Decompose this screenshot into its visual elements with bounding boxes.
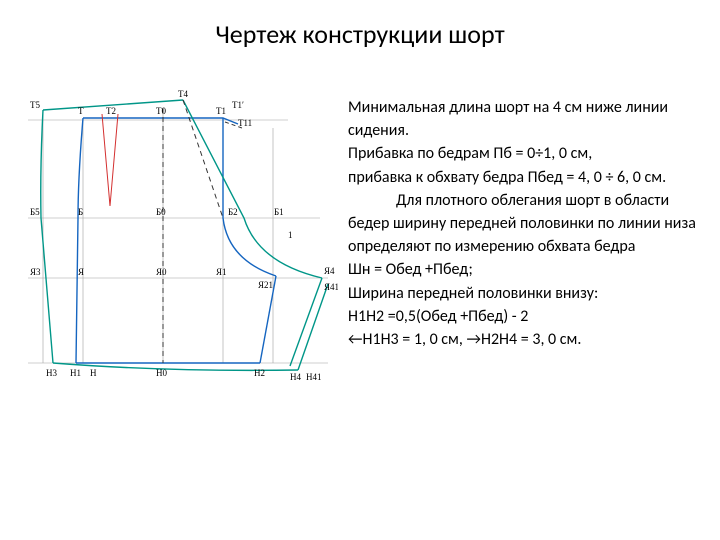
line-6: Ширина передней половинки внизу: [348, 282, 700, 305]
svg-text:Т4: Т4 [178, 89, 188, 99]
description-text: Минимальная длина шорт на 4 см ниже лини… [348, 96, 700, 351]
page-title: Чертеж конструкции шорт [0, 18, 720, 50]
svg-text:Б2: Б2 [228, 207, 238, 217]
svg-text:Я: Я [78, 267, 84, 277]
svg-text:Б: Б [78, 207, 83, 217]
line-1: Минимальная длина шорт на 4 см ниже лини… [348, 96, 700, 142]
svg-text:Т5: Т5 [30, 100, 40, 110]
svg-text:Т: Т [78, 106, 84, 116]
svg-text:Я4: Я4 [324, 266, 335, 276]
svg-text:Б5: Б5 [30, 207, 40, 217]
svg-text:Я41: Я41 [324, 282, 338, 292]
line-5: Шн = Обед +Пбед; [348, 258, 700, 281]
svg-text:Я1: Я1 [216, 267, 227, 277]
line-8: ←Н1Н3 = 1, 0 см, →Н2Н4 = 3, 0 см. [348, 328, 700, 351]
svg-text:Н: Н [90, 368, 97, 378]
line-7: Н1Н2 =0,5(Обед +Пбед) - 2 [348, 305, 700, 328]
svg-text:Я0: Я0 [156, 267, 167, 277]
line-3: прибавка к обхвату бедра Пбед = 4, 0 ÷ 6… [348, 166, 700, 189]
svg-text:Т0: Т0 [156, 106, 166, 116]
svg-text:Н3: Н3 [46, 368, 57, 378]
svg-text:Н0: Н0 [156, 368, 167, 378]
svg-text:Н2: Н2 [254, 368, 265, 378]
svg-text:Т1′: Т1′ [232, 100, 244, 110]
svg-text:Б1: Б1 [274, 207, 284, 217]
svg-text:Т1: Т1 [216, 106, 226, 116]
line-2: Прибавка по бедрам Пб = 0÷1, 0 см, [348, 142, 700, 165]
svg-text:Н1: Н1 [70, 368, 81, 378]
svg-text:Я3: Я3 [30, 267, 41, 277]
line-4: Для плотного облегания шорт в области бе… [348, 189, 700, 259]
svg-text:Н41: Н41 [306, 372, 322, 382]
svg-text:1: 1 [288, 230, 293, 240]
svg-text:Т11: Т11 [238, 118, 252, 128]
svg-text:Б0: Б0 [156, 207, 166, 217]
svg-text:Я21: Я21 [258, 280, 273, 290]
pattern-diagram: Т5 Т Т2 Т0 Т4 Т1 Т1′ Т11 Б5 Б Б0 Б2 Б1 1… [28, 88, 338, 383]
svg-text:Н4: Н4 [290, 372, 301, 382]
svg-text:Т2: Т2 [106, 106, 116, 116]
